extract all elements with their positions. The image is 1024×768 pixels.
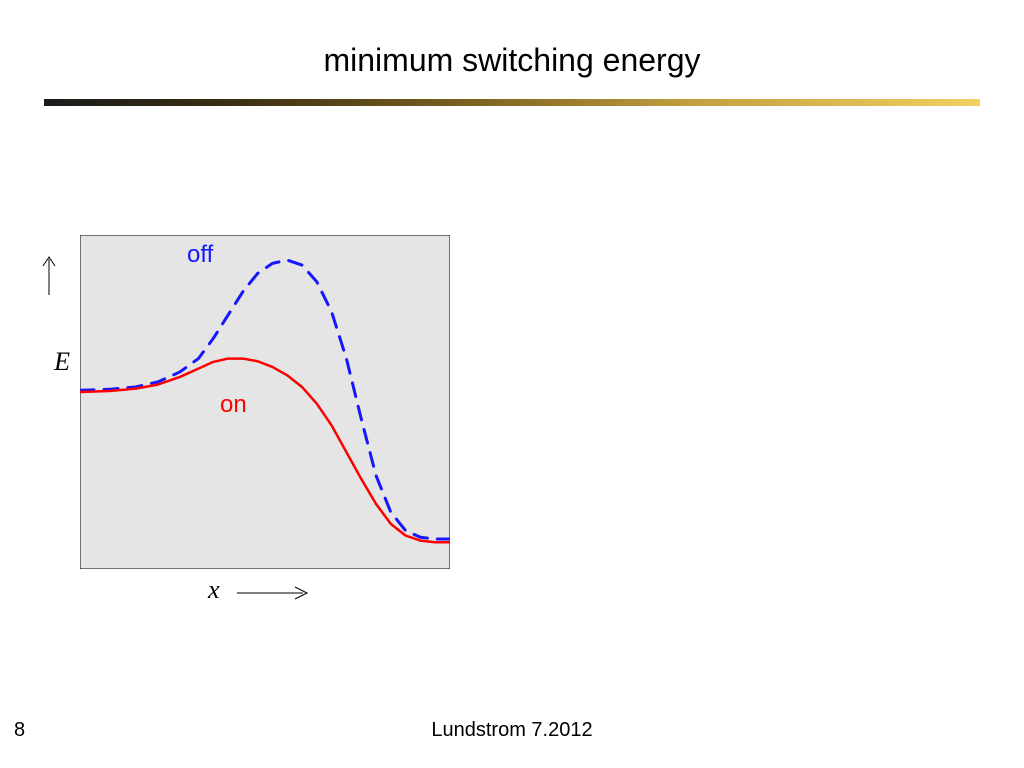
energy-chart: E off on x [80,235,450,569]
footer-text: Lundstrom 7.2012 [0,719,1024,742]
y-axis-arrow-icon [40,253,58,297]
y-axis-label: E [20,347,70,377]
slide-title: minimum switching energy [0,0,1024,79]
x-axis-label: x [208,575,220,605]
series-label-on: on [220,391,247,419]
plot-area [80,235,450,569]
series-label-off: off [187,241,213,269]
x-axis-arrow-icon [235,585,313,601]
decorative-gradient-bar [44,99,980,106]
